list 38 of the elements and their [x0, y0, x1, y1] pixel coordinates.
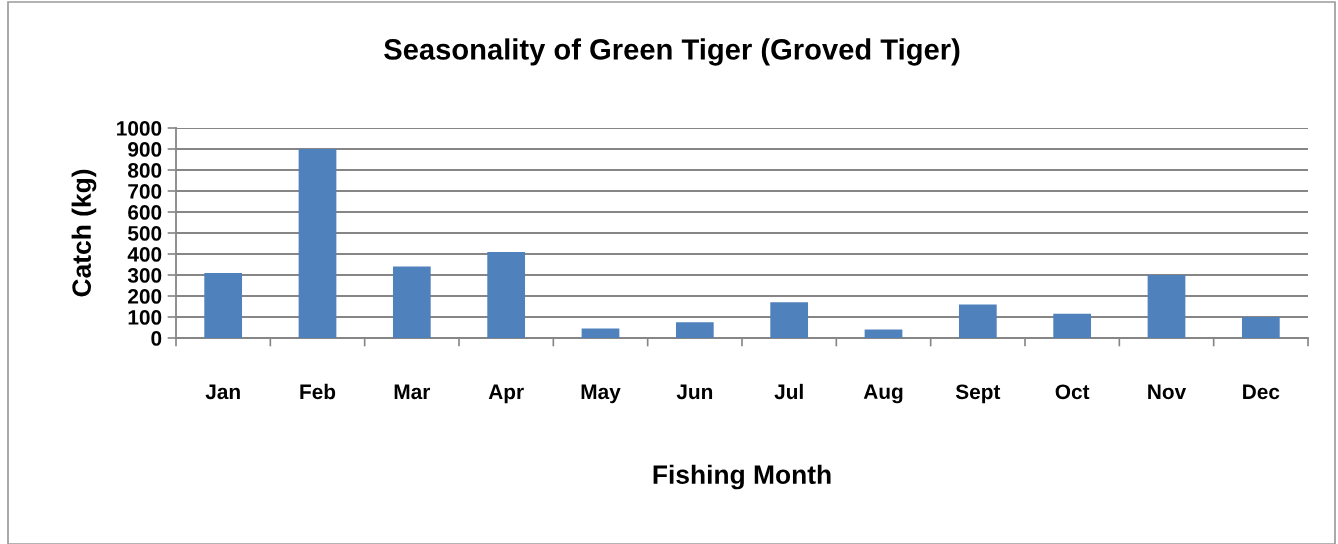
- bar: [581, 328, 620, 338]
- bar: [392, 266, 431, 338]
- y-tick-label: 0: [151, 331, 162, 346]
- x-tick-label: Mar: [394, 384, 431, 400]
- y-axis-title: Catch (kg): [71, 169, 97, 297]
- x-tick-label: Dec: [1243, 384, 1280, 400]
- bar: [1147, 275, 1186, 338]
- x-tick-label: Jan: [205, 384, 240, 400]
- bar: [1241, 317, 1280, 338]
- x-tick-label: Sept: [955, 384, 1001, 404]
- x-tick-label: Apr: [488, 384, 524, 404]
- bar: [675, 322, 714, 338]
- bar: [1053, 313, 1092, 338]
- x-tick-label: Oct: [1055, 384, 1090, 400]
- y-tick-label: 600: [128, 205, 162, 220]
- bar: [487, 251, 526, 338]
- bar: [958, 304, 997, 338]
- y-tick-label: 100: [128, 310, 162, 325]
- chart-title: Seasonality of Green Tiger (Groved Tiger): [384, 38, 960, 66]
- x-tick-label: Aug: [863, 384, 903, 404]
- y-tick-label: 800: [128, 163, 162, 178]
- x-tick-label: Jun: [676, 384, 713, 400]
- bar: [864, 329, 903, 338]
- y-tick-label: 200: [128, 289, 162, 304]
- x-tick-label: Jul: [774, 383, 803, 400]
- bar: [298, 149, 337, 338]
- x-tick-label: Nov: [1148, 384, 1187, 400]
- y-tick-label: 400: [127, 247, 162, 262]
- x-tick-label: May: [581, 384, 621, 404]
- y-tick-label: 1000: [117, 121, 162, 136]
- bar: [204, 272, 243, 338]
- x-axis-title: Fishing Month: [653, 464, 831, 490]
- y-tick-label: 700: [128, 184, 162, 199]
- y-tick-label: 300: [127, 268, 162, 283]
- x-tick-label: Feb: [300, 383, 336, 400]
- y-tick-label: 500: [128, 226, 162, 241]
- y-tick-label: 900: [128, 142, 162, 157]
- bar: [770, 302, 809, 338]
